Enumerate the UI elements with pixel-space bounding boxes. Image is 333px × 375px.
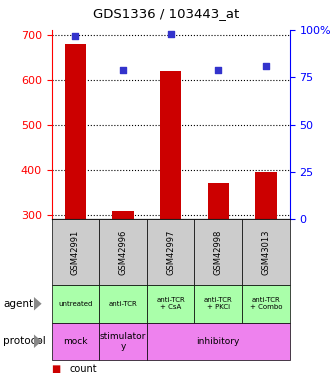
Text: untreated: untreated [58,301,93,307]
Text: protocol: protocol [3,336,46,346]
Bar [65,44,86,219]
Text: GSM42991: GSM42991 [71,230,80,275]
Point [121,67,126,73]
Bar [112,211,134,219]
Text: anti-TCR
+ Combo: anti-TCR + Combo [250,297,282,310]
Text: inhibitory: inhibitory [196,337,240,346]
Text: anti-TCR
+ PKCi: anti-TCR + PKCi [204,297,233,310]
Bar [207,183,229,219]
Point [73,33,78,39]
Text: anti-TCR
+ CsA: anti-TCR + CsA [156,297,185,310]
Bar [160,70,181,219]
Text: GSM43013: GSM43013 [261,230,270,275]
Text: ■: ■ [52,364,61,374]
Text: anti-TCR: anti-TCR [109,301,138,307]
Text: count: count [70,364,98,374]
Text: mock: mock [63,337,88,346]
Text: GSM42998: GSM42998 [214,230,223,275]
Text: agent: agent [3,299,33,309]
Text: stimulator
y: stimulator y [100,332,146,351]
Point [263,63,268,69]
Bar [255,172,277,219]
Text: GSM42996: GSM42996 [119,230,128,275]
Point [168,31,173,37]
Text: GSM42997: GSM42997 [166,230,175,275]
Text: GDS1336 / 103443_at: GDS1336 / 103443_at [93,7,240,20]
Point [216,67,221,73]
